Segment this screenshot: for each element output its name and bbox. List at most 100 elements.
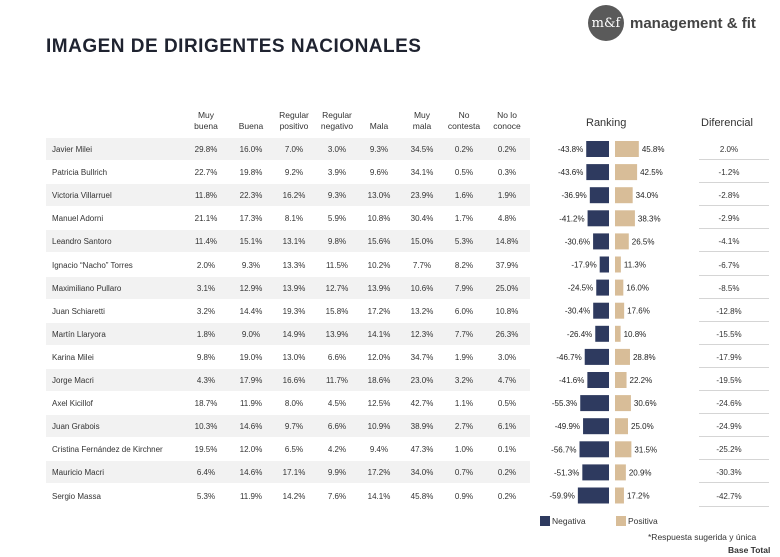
table-cell: 14.8% — [495, 237, 519, 247]
table-cell: 7.7% — [412, 260, 432, 270]
table-cell: 9.2% — [284, 168, 304, 178]
table-cell: 10.9% — [367, 422, 391, 432]
table-cell: 17.2% — [367, 306, 391, 316]
table-cell: 14.4% — [239, 306, 263, 316]
column-header: Buena — [226, 121, 276, 132]
bar-positiva — [615, 325, 621, 342]
page-title: IMAGEN DE DIRIGENTES NACIONALES — [46, 36, 422, 57]
table-cell: 1.9% — [454, 352, 474, 362]
table-cell: 9.3% — [241, 260, 261, 270]
bar-positiva — [615, 348, 630, 365]
table-cell: 45.8% — [410, 491, 434, 501]
row-name: Javier Milei — [52, 145, 93, 154]
bar-positiva — [615, 395, 631, 412]
table-cell: 11.9% — [239, 491, 263, 501]
bar-negativa — [583, 418, 609, 435]
diferencial-value: -2.8% — [718, 191, 740, 201]
diferencial-separator — [699, 228, 769, 230]
table-cell: 6.5% — [284, 445, 304, 455]
table-cell: 47.3% — [410, 445, 434, 455]
column-header-line: mala — [412, 120, 432, 131]
column-header-line: Buena — [238, 121, 264, 131]
table-cell: 30.4% — [410, 214, 434, 224]
bar-positiva — [615, 164, 638, 181]
table-cell: 4.5% — [327, 399, 347, 409]
row-name: Maximiliano Pullaro — [52, 283, 122, 293]
row-name: Juan Schiaretti — [52, 306, 105, 316]
table-cell: 8.0% — [284, 399, 304, 409]
data-label-negativa: -26.4% — [567, 330, 592, 339]
base-label: Base Total — [728, 545, 771, 555]
bar-negativa — [595, 325, 609, 342]
row-name: Patricia Bullrich — [52, 168, 108, 178]
table-cell: 11.8% — [194, 191, 218, 201]
table-cell: 13.1% — [282, 237, 306, 247]
table-cell: 4.3% — [196, 376, 216, 385]
table-cell: 34.7% — [410, 352, 434, 362]
table-cell: 42.7% — [410, 399, 434, 409]
table-cell: 7.6% — [327, 491, 347, 501]
table-cell: 18.7% — [194, 399, 218, 409]
table-cell: 11.5% — [325, 260, 349, 270]
table-row — [46, 415, 530, 438]
table-cell: 29.8% — [194, 145, 218, 154]
table-cell: 19.0% — [239, 352, 263, 362]
column-header: Muy mala — [397, 110, 447, 131]
table-cell: 16.0% — [239, 145, 263, 154]
table-cell: 0.7% — [454, 468, 474, 478]
diferencial-value: -19.5% — [716, 376, 742, 385]
table-cell: 3.2% — [196, 306, 216, 316]
legend-swatch-negativa — [540, 516, 550, 526]
table-cell: 9.9% — [327, 468, 347, 478]
table-cell: 13.9% — [325, 329, 349, 339]
table-cell: 9.6% — [369, 168, 389, 178]
table-cell: 10.2% — [367, 260, 391, 270]
data-label-negativa: -41.2% — [559, 214, 584, 223]
table-cell: 19.5% — [194, 445, 218, 455]
table-row — [46, 345, 530, 368]
table-cell: 9.3% — [369, 145, 389, 154]
column-header-line: Regular — [279, 110, 309, 120]
diferencial-separator — [699, 436, 769, 438]
column-header-line: conoce — [493, 120, 521, 131]
table-cell: 8.1% — [284, 214, 304, 224]
diferencial-value: -24.9% — [716, 422, 742, 432]
table-cell: 18.6% — [367, 376, 391, 385]
bar-negativa — [579, 441, 609, 458]
table-cell: 3.0% — [327, 145, 347, 154]
diferencial-value: -15.5% — [716, 329, 742, 339]
data-label-negativa: -41.6% — [559, 376, 584, 385]
table-row — [46, 230, 530, 253]
bar-negativa — [587, 372, 609, 388]
bar-positiva — [615, 256, 621, 273]
bar-negativa — [586, 141, 609, 157]
table-cell: 15.0% — [410, 237, 434, 247]
table-cell: 6.6% — [327, 422, 347, 432]
table-cell: 19.8% — [239, 168, 263, 178]
bar-negativa — [586, 164, 609, 181]
data-label-positiva: 20.9% — [629, 468, 652, 477]
table-cell: 16.6% — [282, 376, 306, 385]
data-label-negativa: -46.7% — [556, 353, 581, 362]
table-cell: 23.0% — [410, 376, 434, 385]
table-row — [46, 299, 530, 322]
data-label-negativa: -59.9% — [549, 492, 574, 501]
bar-negativa — [589, 187, 609, 204]
footnote: *Respuesta sugerida y única — [648, 532, 757, 542]
table-cell: 9.0% — [241, 329, 261, 339]
diferencial-separator — [699, 297, 769, 299]
data-label-positiva: 10.8% — [624, 330, 647, 339]
table-row — [46, 138, 530, 160]
column-header-line: Mala — [369, 121, 389, 131]
diferencial-value: -4.1% — [718, 237, 740, 247]
row-name: Manuel Adorni — [52, 214, 104, 224]
bar-negativa — [580, 395, 609, 412]
table-cell: 11.9% — [239, 399, 263, 409]
logo-mark: m&f — [588, 5, 624, 41]
table-cell: 0.2% — [497, 145, 517, 154]
diferencial-separator — [699, 274, 769, 276]
table-cell: 10.8% — [367, 214, 391, 224]
table-cell: 34.0% — [410, 468, 434, 478]
table-cell: 17.1% — [282, 468, 306, 478]
column-header: Regular negativo — [312, 110, 362, 131]
